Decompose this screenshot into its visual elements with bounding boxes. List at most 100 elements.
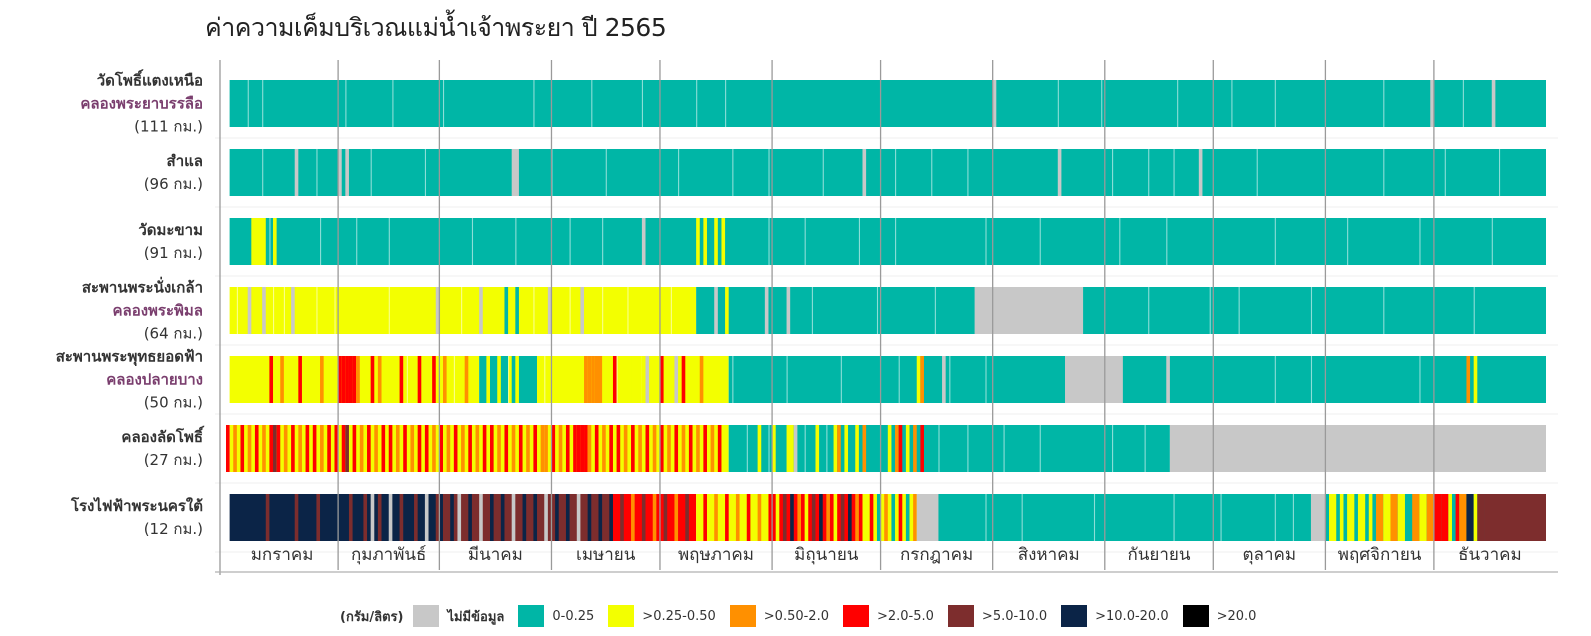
day-separator — [641, 80, 643, 127]
legend-swatch-no-data — [413, 605, 440, 627]
heat-cell — [403, 425, 407, 472]
day-separator — [602, 218, 604, 265]
heat-cell — [587, 356, 592, 403]
heat-cell — [974, 287, 1084, 334]
station-label: (96 กม.) — [144, 175, 203, 193]
heat-cell — [855, 494, 859, 541]
heat-cell — [602, 425, 606, 472]
heat-cell — [490, 425, 494, 472]
day-separator — [1231, 80, 1233, 127]
day-separator — [1462, 80, 1464, 127]
heat-cell — [674, 356, 679, 403]
legend: (กรัม/ลิตร) ไม่มีข้อมูล 0-0.25 >0.25-0.5… — [340, 604, 1270, 628]
day-separator — [985, 218, 987, 265]
heat-cell — [283, 425, 288, 472]
heat-cell — [511, 494, 516, 541]
heat-cell — [435, 287, 440, 334]
heat-cell — [811, 494, 816, 541]
heat-cell — [475, 425, 480, 472]
heat-cell — [916, 356, 921, 403]
heat-cell — [721, 218, 726, 265]
station-label: สะพานพระนั่งเกล้า — [82, 277, 203, 297]
heat-cell — [576, 494, 581, 541]
heat-cell — [1310, 494, 1326, 541]
month-label: มิถุนายน — [794, 545, 859, 565]
station-label: สำแล — [167, 152, 203, 170]
legend-swatch-0.25-0.50 — [608, 605, 635, 627]
heat-cell — [598, 494, 603, 541]
day-separator — [533, 80, 535, 127]
heat-cell — [725, 494, 729, 541]
heat-cell — [1433, 494, 1442, 541]
day-separator — [392, 80, 394, 127]
heat-cell — [685, 494, 689, 541]
day-separator — [696, 80, 698, 127]
heat-cell — [320, 425, 324, 472]
day-separator — [804, 425, 806, 472]
heat-cell — [468, 425, 472, 472]
month-label: พฤศจิกายน — [1338, 545, 1422, 565]
heat-cell — [833, 425, 838, 472]
heat-cell — [591, 356, 595, 403]
heat-cell — [1339, 494, 1344, 541]
day-separator — [858, 218, 860, 265]
day-separator — [1274, 218, 1276, 265]
heat-cell — [887, 425, 892, 472]
heat-cell — [815, 425, 820, 472]
station-label: (91 กม.) — [144, 244, 203, 262]
heat-cell — [280, 356, 284, 403]
heat-cell — [291, 425, 295, 472]
heat-cell — [804, 494, 809, 541]
heat-cell — [876, 494, 881, 541]
heat-cell — [884, 494, 888, 541]
day-separator — [985, 356, 987, 403]
heat-cell — [482, 425, 487, 472]
heat-cell — [565, 425, 570, 472]
heat-cell — [453, 425, 458, 472]
heat-cell — [710, 425, 715, 472]
heat-cell — [920, 425, 924, 472]
heat-cell — [479, 287, 483, 334]
heat-cell — [638, 425, 642, 472]
day-separator — [1177, 80, 1179, 127]
legend-item-0.50-2.0: >0.50-2.0 — [729, 605, 829, 627]
heat-cell — [446, 425, 451, 472]
heat-cell — [612, 356, 617, 403]
day-separator — [1564, 80, 1566, 127]
day-separator — [931, 149, 933, 196]
heat-cell — [580, 425, 585, 472]
legend-label-over-20: >20.0 — [1216, 608, 1257, 624]
day-separator — [1021, 494, 1023, 541]
heat-cell — [703, 494, 707, 541]
heat-cell — [399, 356, 404, 403]
day-separator — [1256, 149, 1258, 196]
heat-cell — [345, 356, 349, 403]
legend-label-0.50-2.0: >0.50-2.0 — [763, 608, 829, 624]
heat-cell — [696, 287, 1546, 334]
heat-cell — [533, 425, 538, 472]
legend-item-no-data: ไม่มีข้อมูล — [413, 605, 504, 627]
heat-cell — [920, 356, 924, 403]
heat-cell — [410, 425, 415, 472]
day-separator — [804, 218, 806, 265]
day-separator — [768, 218, 770, 265]
heat-cell — [1419, 494, 1427, 541]
heat-cell — [547, 287, 552, 334]
heat-cell — [251, 218, 266, 265]
day-separator — [725, 80, 727, 127]
heat-cell — [262, 425, 266, 472]
legend-unit: (กรัม/ลิตร) — [340, 609, 404, 625]
heat-cell — [764, 287, 769, 334]
heat-cell — [370, 494, 375, 541]
day-separator — [768, 425, 770, 472]
heat-cell — [341, 425, 346, 472]
legend-item-over-20: >20.0 — [1182, 605, 1257, 627]
heat-cell — [511, 149, 519, 196]
day-separator — [320, 218, 322, 265]
day-separator — [1383, 80, 1385, 127]
legend-item-0-0.25: 0-0.25 — [518, 605, 594, 627]
day-separator — [1003, 425, 1005, 472]
day-separator — [1173, 494, 1175, 541]
heat-cell — [229, 218, 1546, 265]
